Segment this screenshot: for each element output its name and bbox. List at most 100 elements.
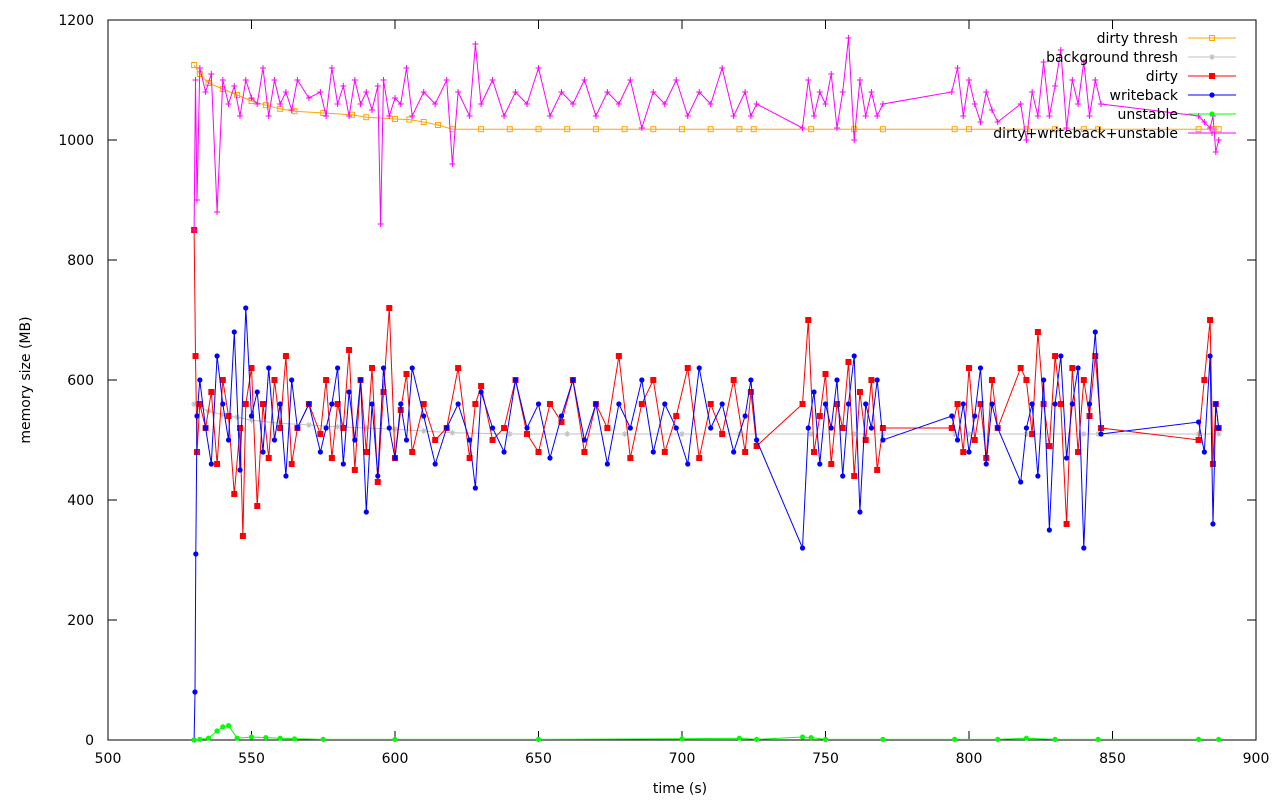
- data-point-dirty-writeback-unstable: [363, 89, 370, 95]
- legend: dirty thresh background thresh dirty writeb…: [993, 31, 1236, 142]
- data-point-dirty: [323, 377, 330, 383]
- data-point-background-thresh: [219, 411, 226, 418]
- data-point-dirty-thresh: [951, 126, 958, 133]
- data-point-dirty-thresh: [535, 126, 542, 133]
- data-point-dirty: [1040, 401, 1047, 407]
- data-point-unstable: [799, 734, 806, 740]
- data-point-dirty-writeback-unstable: [1063, 125, 1070, 131]
- data-point-dirty-writeback-unstable: [374, 83, 381, 89]
- data-point-background-thresh: [449, 429, 456, 436]
- data-point-writeback: [828, 425, 834, 431]
- x-tick-label: 500: [95, 751, 122, 767]
- data-point-dirty: [805, 317, 812, 323]
- data-point-dirty: [650, 377, 657, 383]
- data-point-dirty-writeback-unstable: [805, 77, 812, 83]
- data-point-dirty: [208, 389, 215, 395]
- data-point-dirty-writeback-unstable: [288, 107, 295, 113]
- data-point-background-thresh: [951, 431, 958, 437]
- data-point-dirty-writeback-unstable: [742, 89, 749, 95]
- data-point-dirty: [225, 413, 232, 419]
- data-point-dirty-thresh: [1095, 126, 1102, 133]
- data-point-dirty-writeback-unstable: [661, 101, 668, 107]
- data-point-dirty-writeback-unstable: [856, 77, 863, 83]
- data-point-dirty-writeback-unstable: [1212, 149, 1219, 155]
- data-point-dirty-writeback-unstable: [305, 95, 312, 101]
- data-point-background-thresh: [1215, 431, 1222, 437]
- data-point-dirty-writeback-unstable: [377, 221, 384, 227]
- data-point-writeback: [194, 413, 200, 419]
- data-point-writeback: [983, 461, 989, 467]
- data-point-dirty: [558, 419, 565, 425]
- data-point-background-thresh: [1080, 431, 1087, 437]
- data-point-dirty: [242, 401, 249, 407]
- data-point-dirty-writeback-unstable: [638, 125, 645, 131]
- series-layer: [191, 35, 1222, 743]
- data-point-writeback: [616, 401, 622, 407]
- data-point-dirty-writeback-unstable: [328, 65, 335, 71]
- data-point-writeback: [208, 461, 214, 467]
- data-point-background-thresh: [564, 431, 571, 437]
- data-point-writeback: [650, 449, 656, 455]
- data-point-dirty-writeback-unstable: [604, 89, 611, 95]
- data-point-dirty-thresh: [262, 102, 269, 109]
- data-point-writeback: [260, 449, 266, 455]
- data-point-dirty-writeback-unstable: [432, 101, 439, 107]
- data-point-dirty: [282, 353, 289, 359]
- data-point-dirty-writeback-unstable: [323, 113, 330, 119]
- data-point-dirty-thresh: [650, 126, 657, 133]
- data-point-dirty-thresh: [879, 126, 886, 133]
- data-point-background-thresh: [305, 422, 312, 428]
- data-point-dirty: [707, 401, 714, 407]
- data-point-unstable: [1216, 736, 1222, 743]
- data-point-unstable: [291, 736, 298, 742]
- data-point-dirty: [546, 401, 553, 407]
- data-point-dirty: [196, 401, 203, 407]
- data-point-unstable: [263, 735, 269, 741]
- data-point-dirty-writeback-unstable: [397, 101, 404, 107]
- data-point-dirty-writeback-unstable: [879, 101, 886, 107]
- data-point-writeback: [742, 413, 748, 419]
- x-tick-label: 700: [669, 751, 696, 767]
- data-point-dirty: [248, 365, 255, 371]
- data-point-dirty-writeback-unstable: [259, 65, 266, 71]
- legend-entry-dirty-writeback-unstable: dirty+writeback+unstable: [993, 126, 1236, 142]
- data-point-dirty: [237, 425, 244, 431]
- data-point-writeback: [817, 461, 823, 467]
- data-point-dirty-writeback-unstable: [719, 65, 726, 71]
- data-point-writeback: [335, 365, 341, 371]
- data-point-dirty-writeback-unstable: [219, 77, 226, 83]
- data-point-unstable: [1196, 736, 1202, 743]
- data-point-unstable: [754, 736, 760, 743]
- data-point-dirty-thresh: [679, 126, 685, 133]
- legend-label: background thresh: [1046, 50, 1178, 66]
- data-point-writeback: [363, 509, 369, 515]
- data-point-dirty: [1201, 377, 1208, 383]
- data-point-writeback: [375, 473, 381, 479]
- legend-entry-writeback: writeback: [1110, 88, 1236, 104]
- data-point-dirty-thresh: [435, 122, 442, 128]
- data-point-dirty-thresh: [420, 119, 427, 125]
- data-point-writeback: [392, 455, 398, 461]
- data-point-writeback: [960, 401, 966, 407]
- series-line-dirty-writeback-unstable: [193, 37, 1220, 231]
- data-point-dirty: [1209, 461, 1216, 467]
- data-point-unstable: [736, 735, 743, 741]
- data-point-writeback: [972, 413, 978, 419]
- data-point-dirty: [472, 401, 479, 407]
- data-point-dirty: [409, 449, 416, 455]
- data-point-dirty: [1207, 317, 1214, 323]
- data-point-dirty: [845, 359, 852, 365]
- data-point-dirty: [696, 455, 703, 461]
- data-point-dirty-writeback-unstable: [1098, 101, 1105, 107]
- x-tick-label: 750: [812, 751, 839, 767]
- data-point-writeback: [421, 413, 427, 419]
- data-point-dirty: [219, 377, 226, 383]
- data-point-dirty: [1029, 431, 1036, 437]
- data-point-dirty-writeback-unstable: [839, 89, 846, 95]
- data-point-writeback: [954, 437, 961, 443]
- data-point-dirty-writeback-unstable: [581, 77, 588, 83]
- data-point-dirty-writeback-unstable: [1086, 113, 1093, 119]
- data-point-dirty: [1063, 521, 1070, 527]
- y-tick-label: 400: [67, 493, 94, 509]
- data-point-dirty-writeback-unstable: [592, 113, 599, 119]
